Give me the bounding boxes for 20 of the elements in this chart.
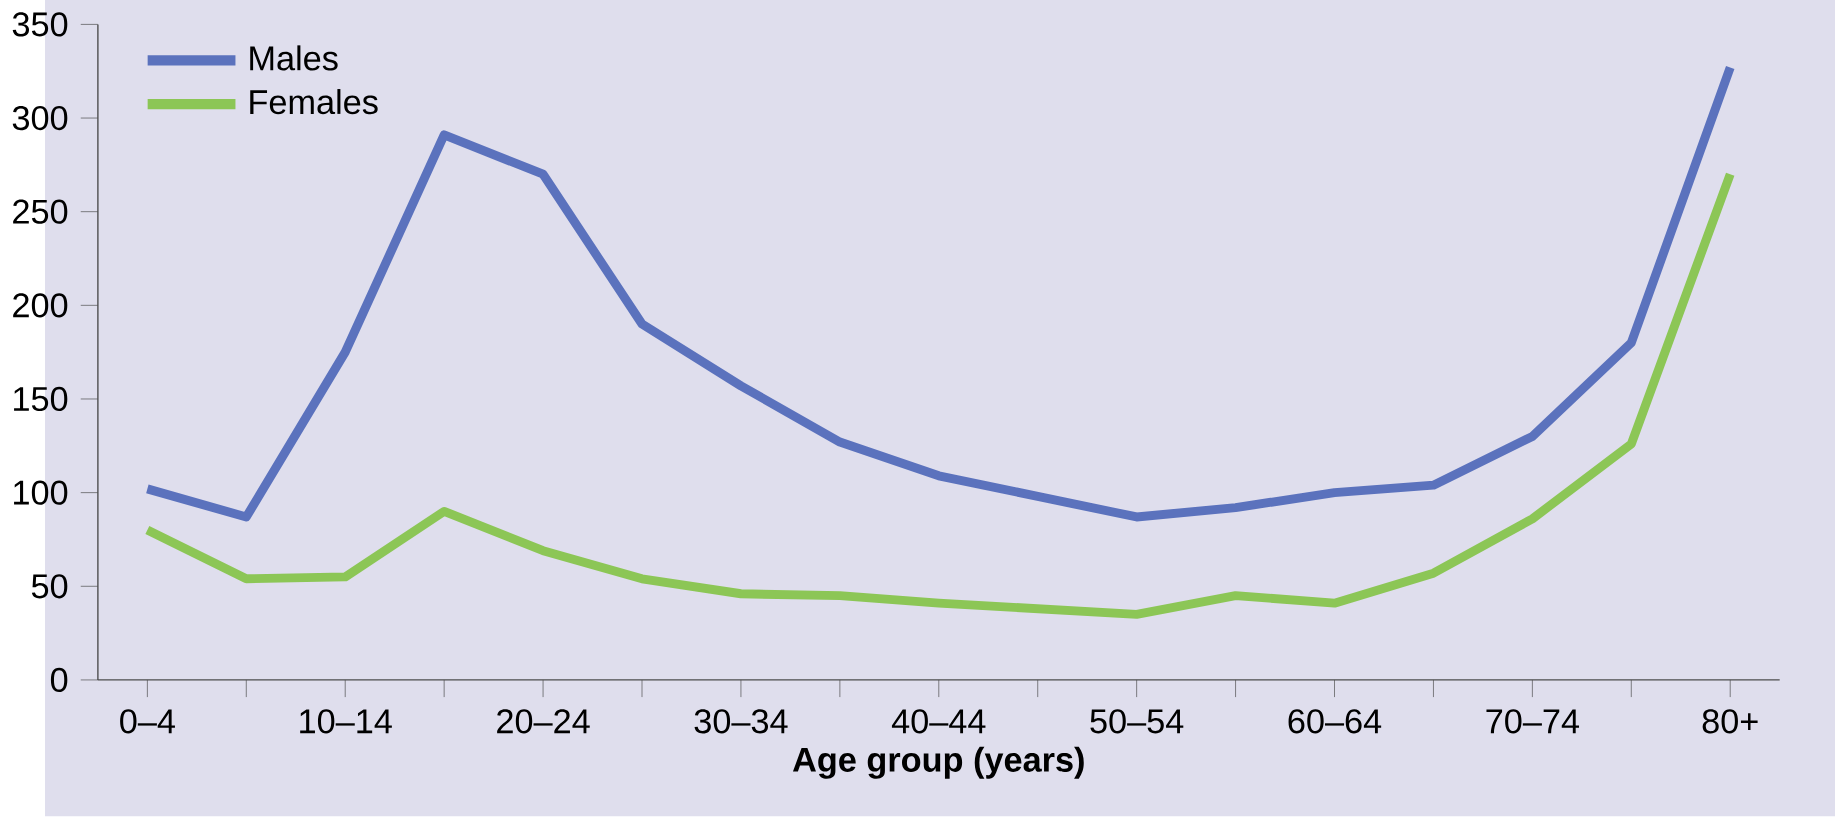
y-tick-label: 150 (14, 387, 68, 412)
x-tick-label: 70–74 (1486, 709, 1580, 734)
x-tick-label: 50–54 (1090, 709, 1184, 734)
legend-label: Females (250, 89, 378, 115)
x-tick-label: 40–44 (891, 709, 986, 734)
y-tick-label: 200 (13, 293, 68, 318)
y-tick-label: 300 (12, 106, 68, 131)
x-tick-label: 0–4 (120, 709, 175, 734)
y-tick-label: 100 (14, 480, 68, 506)
legend-label: Males (250, 45, 338, 71)
y-tick-label: 0 (50, 668, 68, 693)
x-axis-title: Age group (years) (792, 746, 1084, 780)
x-tick-label: 80+ (1702, 709, 1758, 734)
x-tick-label: 30–34 (694, 709, 788, 734)
y-tick-label: 50 (31, 574, 68, 599)
x-tick-label: 60–64 (1288, 709, 1382, 734)
x-tick-label: 10–14 (300, 709, 392, 734)
x-tick-label: 20–24 (497, 709, 590, 734)
y-tick-label: 250 (13, 199, 68, 225)
y-tick-label: 350 (12, 12, 68, 37)
